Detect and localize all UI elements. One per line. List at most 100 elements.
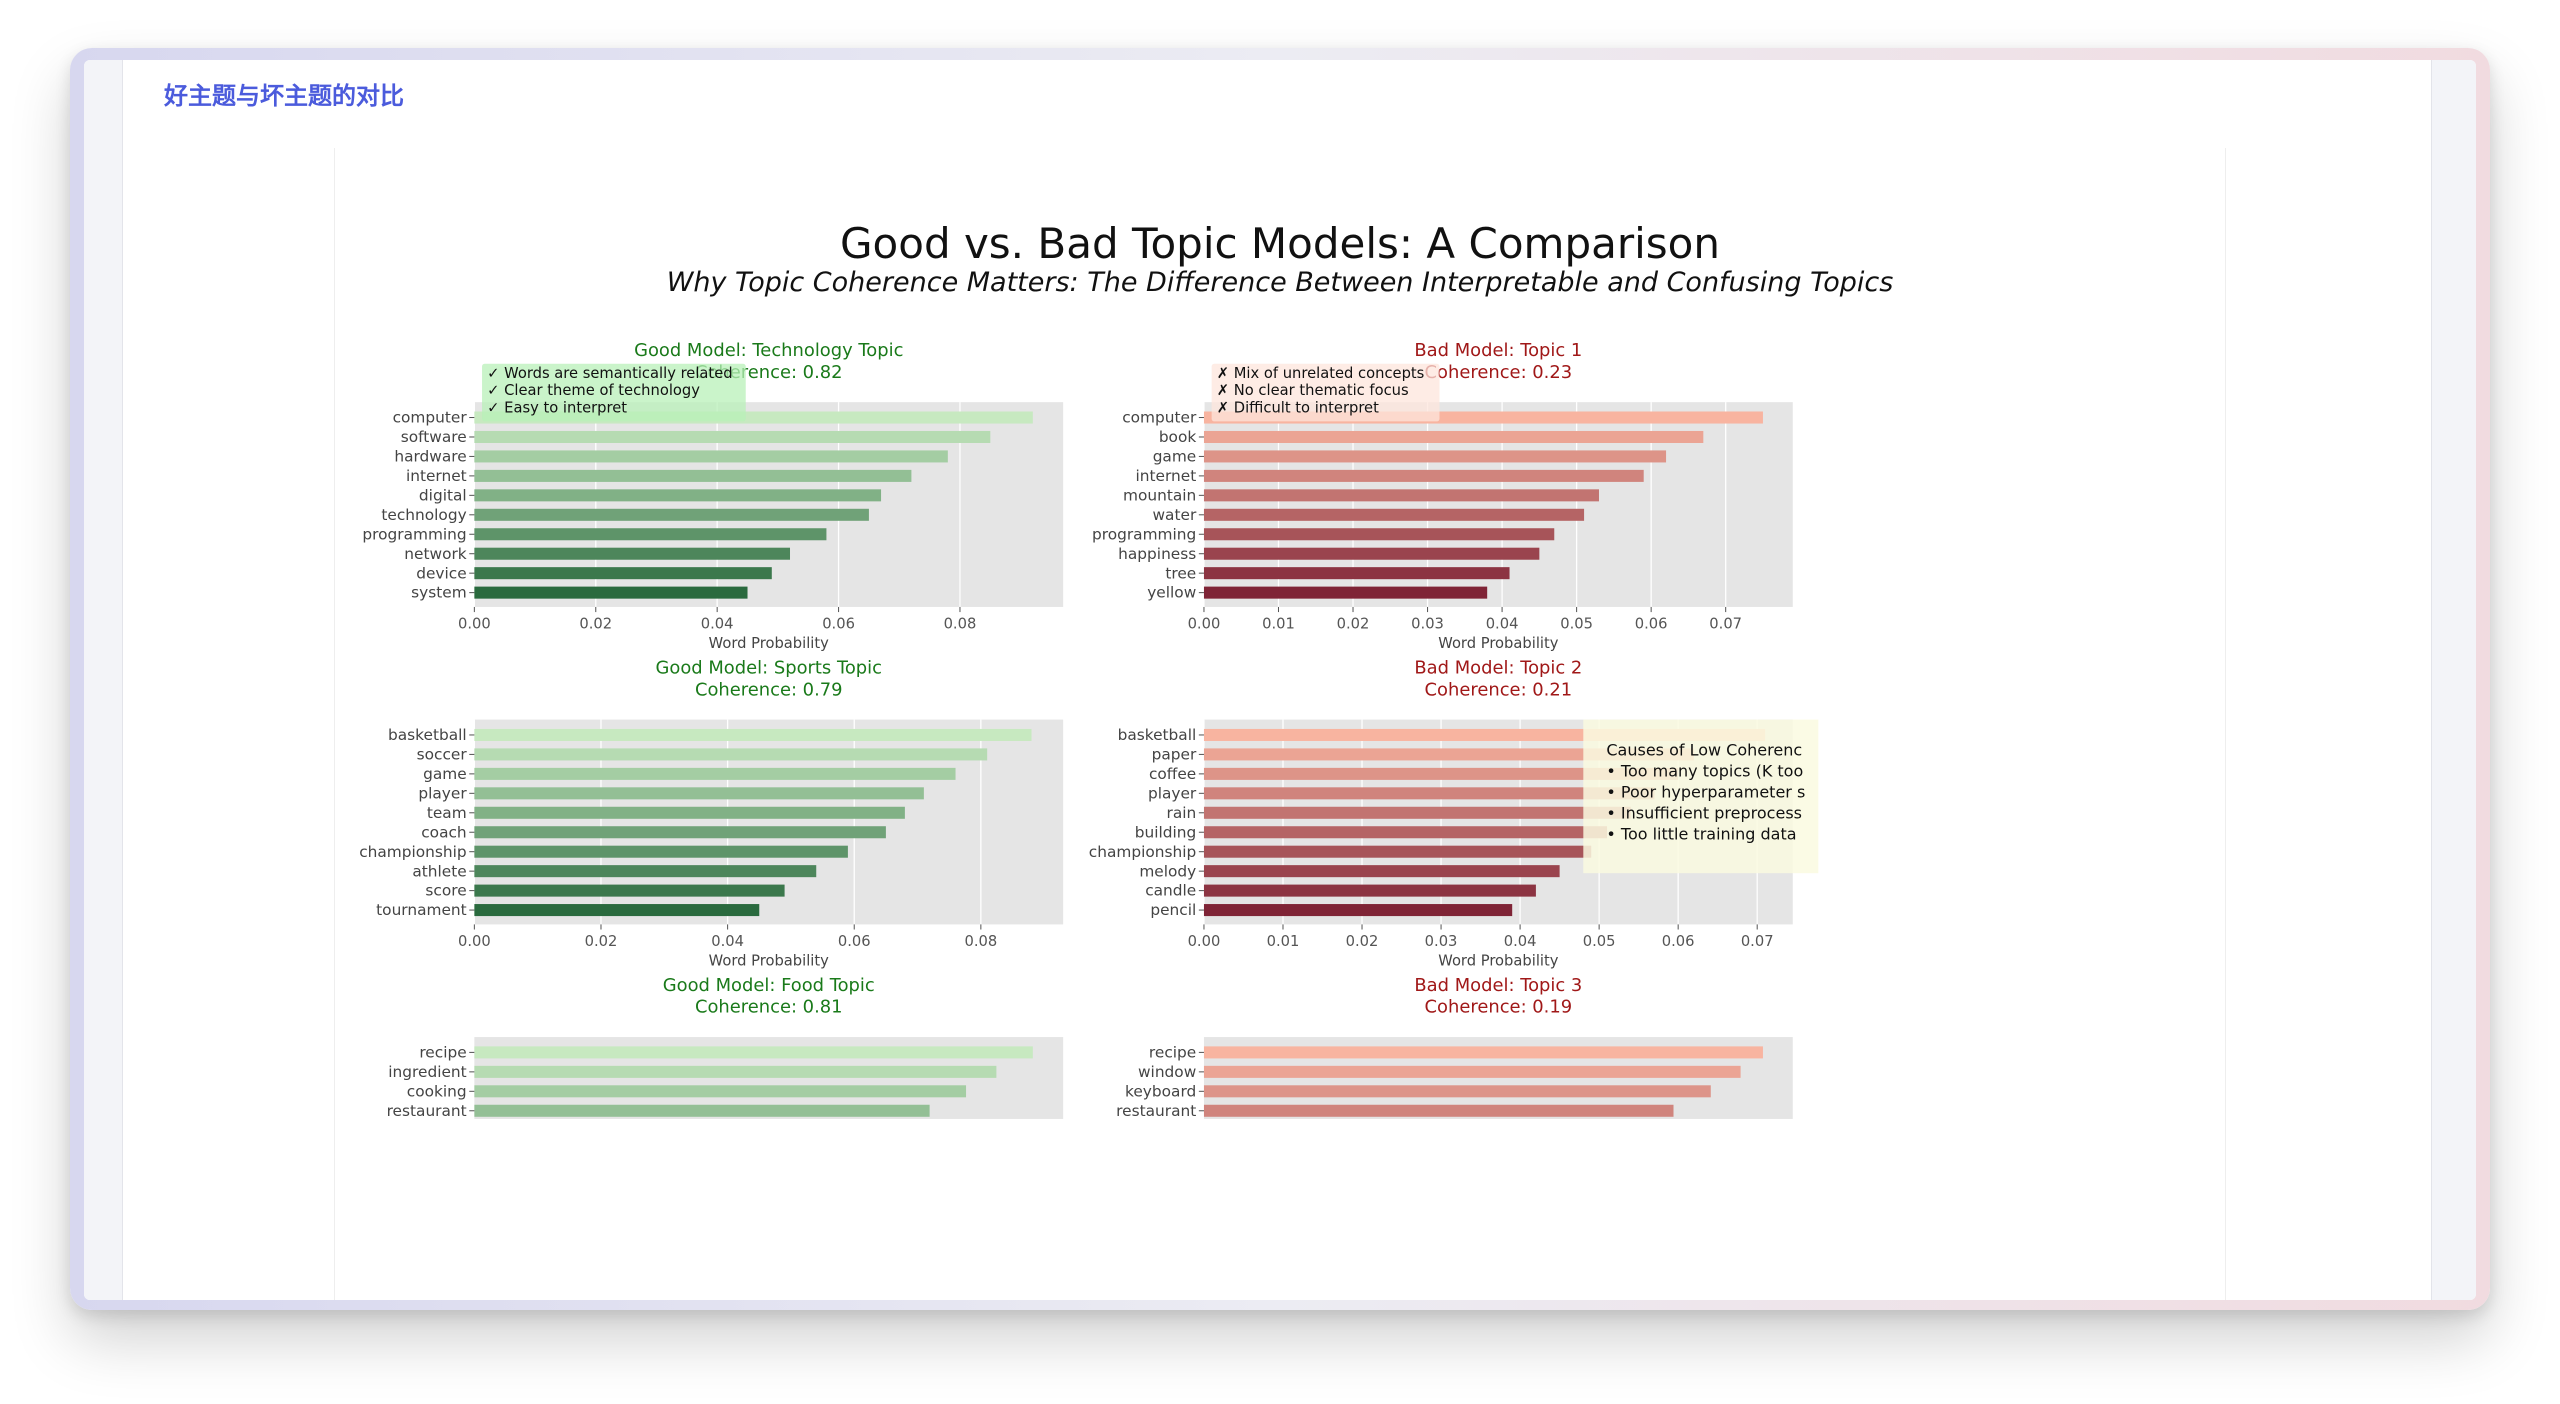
- category-label: melody: [1139, 862, 1196, 880]
- bar: [1203, 430, 1704, 443]
- category-label: yellow: [1147, 584, 1196, 602]
- category-label: championship: [359, 843, 466, 861]
- page-title: 好主题与坏主题的对比: [164, 82, 404, 110]
- bar: [474, 767, 956, 780]
- bar: [1203, 767, 1679, 780]
- category-label: computer: [393, 409, 468, 427]
- x-tick-label: 0.04: [711, 933, 744, 950]
- x-tick-label: 0.05: [1583, 933, 1616, 950]
- bar: [474, 1046, 1033, 1059]
- bar: [1203, 904, 1513, 917]
- coherence-label: Coherence: 0.19: [1425, 997, 1573, 1018]
- category-label: programming: [362, 525, 466, 543]
- x-tick-label: 0.08: [944, 616, 977, 633]
- x-tick-label: 0.08: [964, 933, 997, 950]
- x-axis-label: Word Probability: [1438, 952, 1558, 969]
- category-label: digital: [419, 486, 467, 504]
- annotation-text: ✗ Mix of unrelated concepts: [1217, 365, 1425, 382]
- category-label: ingredient: [388, 1063, 466, 1081]
- category-label: athlete: [412, 862, 466, 880]
- x-tick-label: 0.03: [1411, 616, 1444, 633]
- x-tick-label: 0.02: [585, 933, 618, 950]
- category-label: player: [418, 784, 467, 802]
- bar: [474, 528, 827, 541]
- category-label: soccer: [417, 746, 468, 764]
- bar: [474, 450, 948, 463]
- category-label: basketball: [388, 726, 467, 744]
- x-tick-label: 0.00: [458, 933, 491, 950]
- bar: [474, 806, 905, 819]
- x-tick-label: 0.02: [1337, 616, 1370, 633]
- bar: [1203, 528, 1555, 541]
- x-tick-label: 0.04: [1486, 616, 1519, 633]
- bar: [474, 826, 886, 839]
- category-label: rain: [1167, 804, 1197, 822]
- annotation-text: ✓ Easy to interpret: [487, 399, 627, 416]
- charts-group: 0.00 0.02 0.04 0.06 0.08computersoftwarehard…: [359, 340, 1819, 1120]
- annotation-text: ✓ Clear theme of technology: [487, 382, 700, 399]
- chart-title: Bad Model: Topic 1: [1414, 340, 1582, 361]
- coherence-label: Coherence: 0.21: [1425, 679, 1573, 700]
- bar: [474, 1065, 997, 1078]
- bar: [474, 787, 924, 800]
- bar: [474, 567, 772, 580]
- coherence-label: Coherence: 0.79: [695, 679, 843, 700]
- causes-text: • Poor hyperparameter s: [1606, 782, 1805, 801]
- bar: [474, 728, 1032, 741]
- category-label: building: [1135, 823, 1197, 841]
- figure-subtitle: Why Topic Coherence Matters: The Differe…: [667, 267, 1894, 298]
- x-tick-label: 0.05: [1560, 616, 1593, 633]
- category-label: programming: [1092, 525, 1196, 543]
- x-tick-label: 0.04: [1504, 933, 1537, 950]
- causes-text: • Insufficient preprocess: [1606, 803, 1802, 822]
- bar: [474, 586, 748, 599]
- bar: [1203, 508, 1585, 521]
- x-tick-label: 0.06: [1662, 933, 1695, 950]
- bar: [1203, 489, 1599, 502]
- category-label: pencil: [1150, 901, 1196, 919]
- x-tick-label: 0.06: [822, 616, 855, 633]
- bar: [1203, 884, 1536, 897]
- bar: [474, 865, 817, 878]
- bar: [474, 1085, 967, 1098]
- category-label: championship: [1089, 843, 1196, 861]
- x-tick-label: 0.06: [1635, 616, 1668, 633]
- category-label: player: [1148, 784, 1197, 802]
- bar: [1203, 547, 1540, 560]
- category-label: book: [1159, 428, 1197, 446]
- x-axis-label: Word Probability: [709, 635, 829, 652]
- annotation-box: [482, 363, 746, 422]
- bar: [1203, 469, 1644, 482]
- category-label: mountain: [1123, 486, 1196, 504]
- bar: [1203, 567, 1510, 580]
- chart-title: Bad Model: Topic 3: [1414, 975, 1582, 996]
- category-label: internet: [406, 467, 467, 485]
- chart-title: Good Model: Sports Topic: [656, 658, 882, 679]
- x-tick-label: 0.07: [1741, 933, 1774, 950]
- category-label: game: [423, 765, 467, 783]
- figure-canvas: Good vs. Bad Topic Models: A Comparison …: [359, 219, 1894, 1120]
- bar: [474, 489, 882, 502]
- figure-title: Good vs. Bad Topic Models: A Comparison: [840, 219, 1720, 268]
- chart-title: Good Model: Technology Topic: [634, 340, 903, 361]
- category-label: restaurant: [1116, 1102, 1196, 1120]
- bar: [474, 1104, 930, 1117]
- bar: [1203, 586, 1488, 599]
- category-label: cooking: [407, 1082, 467, 1100]
- category-label: restaurant: [387, 1102, 467, 1120]
- causes-text: Causes of Low Coherenc: [1606, 740, 1802, 759]
- category-label: team: [427, 804, 467, 822]
- category-label: tournament: [376, 901, 467, 919]
- category-label: basketball: [1118, 726, 1197, 744]
- x-tick-label: 0.00: [458, 616, 491, 633]
- x-tick-label: 0.03: [1425, 933, 1458, 950]
- bar: [1203, 787, 1655, 800]
- chart-panel-2: 0.00 0.01 0.02 0.03 0.04 0.05 0.06 0.07 computer…: [1092, 340, 1793, 652]
- bar: [474, 748, 988, 761]
- category-label: recipe: [1149, 1044, 1196, 1062]
- bar: [474, 430, 991, 443]
- x-axis-label: Word Probability: [709, 952, 829, 969]
- category-label: internet: [1136, 467, 1197, 485]
